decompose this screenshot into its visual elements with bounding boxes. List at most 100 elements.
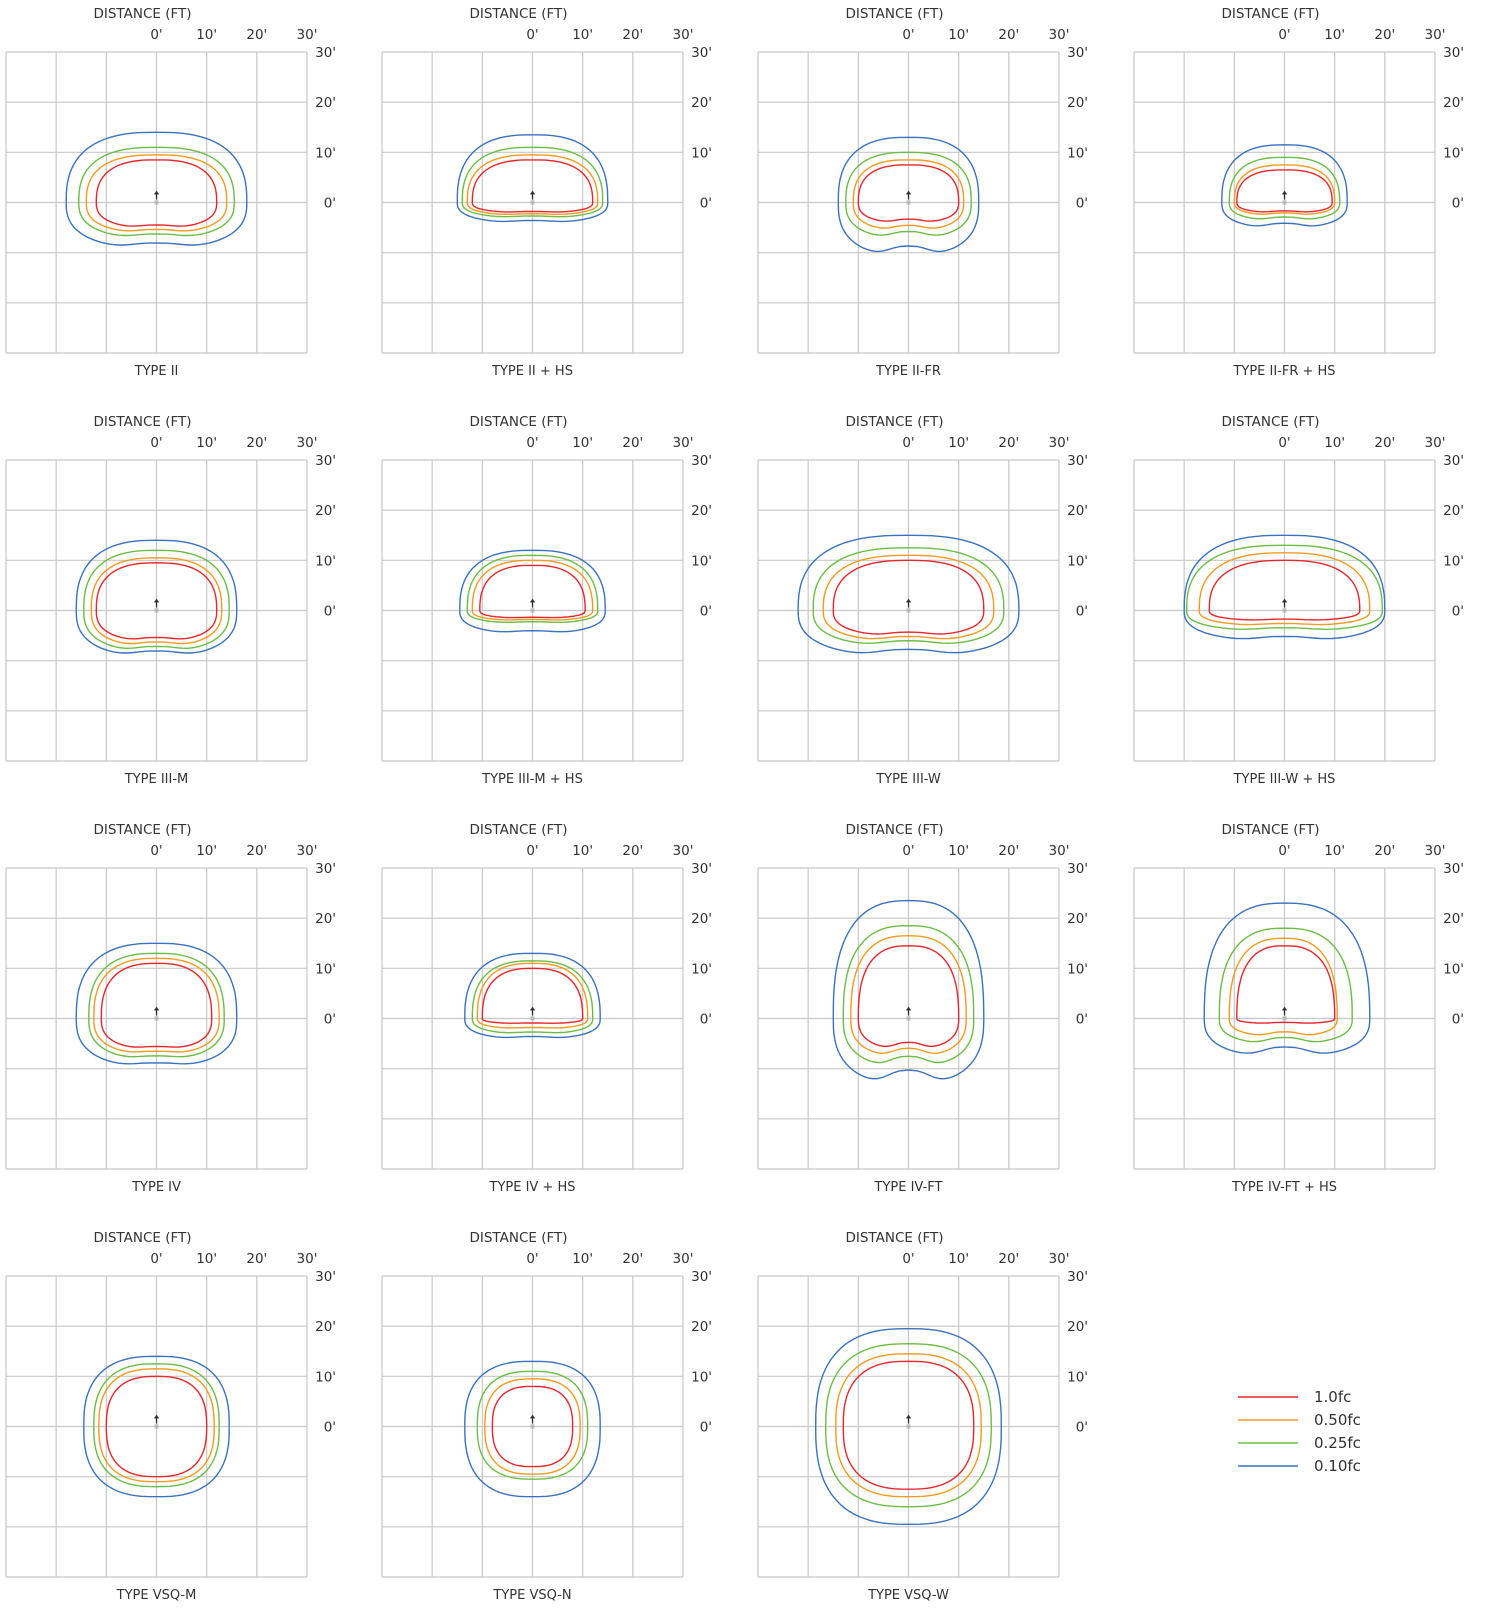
arrow-head-icon — [1281, 190, 1288, 195]
y-tick-label: 0' — [324, 1012, 336, 1028]
contour-1-0fc — [100, 962, 213, 1048]
x-tick-label: 0' — [150, 843, 162, 859]
y-tick-label: 20' — [1067, 503, 1088, 519]
y-tick-label: 30' — [1443, 861, 1464, 877]
contour-0-50fc — [90, 557, 223, 645]
x-tick-label: 0' — [150, 435, 162, 451]
luminaire-marker — [906, 1424, 911, 1429]
x-tick-label: 0' — [902, 1251, 914, 1267]
y-tick-label: 30' — [691, 1269, 712, 1285]
arrow-head-icon — [153, 598, 160, 603]
arrow-head-icon — [529, 598, 536, 603]
panel-title: TYPE III-W + HS — [1233, 772, 1336, 787]
contour-0-50fc — [1233, 164, 1336, 215]
chart-panel: DISTANCE (FT) 0' 10' 20' 30' 30' 20' 10' 0' TYPE … — [757, 1230, 1088, 1603]
y-tick-label: 0' — [324, 1420, 336, 1436]
contour-0-50fc — [471, 559, 594, 621]
x-tick-label: 0' — [902, 27, 914, 43]
axis-title: DISTANCE (FT) — [845, 822, 943, 838]
luminaire-marker — [154, 200, 159, 205]
axis-title: DISTANCE (FT) — [93, 1230, 191, 1246]
y-tick-label: 0' — [324, 196, 336, 212]
y-tick-label: 10' — [1443, 145, 1464, 161]
contour-1-0fc — [95, 159, 218, 227]
panel-title: TYPE III-W — [875, 772, 941, 787]
contour-0-50fc — [1198, 552, 1371, 626]
x-tick-label: 10' — [196, 435, 217, 451]
axis-title: DISTANCE (FT) — [93, 6, 191, 22]
y-tick-label: 0' — [700, 1012, 712, 1028]
contour-0-25fc — [845, 151, 972, 236]
x-tick-label: 10' — [948, 27, 969, 43]
axis-title: DISTANCE (FT) — [845, 414, 943, 430]
contour-0-10fc — [815, 1328, 1002, 1525]
y-tick-label: 10' — [1443, 961, 1464, 977]
x-tick-label: 20' — [1374, 27, 1395, 43]
y-tick-label: 30' — [1067, 1269, 1088, 1285]
x-tick-label: 30' — [297, 1251, 318, 1267]
contour-0-10fc — [456, 134, 609, 223]
contour-1-0fc — [95, 562, 218, 640]
contour-1-0fc — [481, 967, 584, 1024]
arrow-head-icon — [1281, 1006, 1288, 1011]
x-tick-label: 30' — [1049, 1251, 1070, 1267]
contour-0-25fc — [812, 547, 1005, 644]
y-tick-label: 0' — [324, 604, 336, 620]
y-tick-label: 0' — [700, 604, 712, 620]
chart-panel: DISTANCE (FT) 0' 10' 20' 30' 30' 20' 10' 0' TYPE … — [381, 6, 712, 379]
x-tick-label: 10' — [572, 843, 593, 859]
panel-title: TYPE II-FR + HS — [1232, 364, 1335, 379]
contour-0-10fc — [1221, 144, 1348, 227]
arrow-head-icon — [153, 1414, 160, 1419]
y-tick-label: 20' — [691, 95, 712, 111]
arrow-head-icon — [905, 598, 912, 603]
y-tick-label: 20' — [1067, 95, 1088, 111]
panel-title: TYPE IV-FT — [874, 1180, 943, 1195]
x-tick-label: 0' — [526, 27, 538, 43]
x-tick-label: 30' — [1425, 843, 1446, 859]
contour-1-0fc — [842, 1360, 975, 1490]
y-tick-label: 20' — [691, 911, 712, 927]
y-tick-label: 10' — [315, 1369, 336, 1385]
y-tick-label: 0' — [700, 1420, 712, 1436]
contour-0-10fc — [1183, 534, 1386, 640]
y-tick-label: 20' — [691, 503, 712, 519]
contour-0-50fc — [835, 1353, 982, 1498]
x-tick-label: 30' — [1049, 843, 1070, 859]
panel-title: TYPE IV — [131, 1180, 181, 1195]
chart-panel: DISTANCE (FT) 0' 10' 20' 30' 30' 20' 10' 0' TYPE … — [381, 822, 712, 1195]
y-tick-label: 0' — [1452, 196, 1464, 212]
contour-0-50fc — [822, 554, 995, 640]
legend-label: 1.0fc — [1314, 1388, 1351, 1406]
x-tick-label: 0' — [526, 1251, 538, 1267]
x-tick-label: 20' — [622, 27, 643, 43]
y-tick-label: 10' — [1443, 553, 1464, 569]
luminaire-marker — [1282, 1016, 1287, 1021]
contour-0-25fc — [1228, 156, 1341, 220]
x-tick-label: 20' — [246, 27, 267, 43]
contour-0-50fc — [1228, 937, 1338, 1036]
x-tick-label: 30' — [1049, 435, 1070, 451]
contour-0-10fc — [464, 952, 601, 1039]
contour-0-50fc — [85, 154, 228, 232]
luminaire-marker — [530, 200, 535, 205]
x-tick-label: 0' — [150, 27, 162, 43]
legend-label: 0.10fc — [1314, 1457, 1361, 1475]
contour-0-25fc — [476, 1370, 589, 1480]
luminaire-marker — [906, 200, 911, 205]
x-tick-label: 30' — [1425, 27, 1446, 43]
y-tick-label: 0' — [1076, 1012, 1088, 1028]
y-tick-label: 20' — [315, 503, 336, 519]
y-tick-label: 10' — [1067, 961, 1088, 977]
contour-0-10fc — [464, 1360, 601, 1498]
panel-title: TYPE III-M — [124, 772, 188, 787]
x-tick-label: 20' — [622, 435, 643, 451]
arrow-head-icon — [529, 1006, 536, 1011]
x-tick-label: 30' — [673, 435, 694, 451]
x-tick-label: 30' — [673, 843, 694, 859]
panel-title: TYPE II-FR — [875, 364, 941, 379]
x-tick-label: 30' — [297, 435, 318, 451]
chart-panel: DISTANCE (FT) 0' 10' 20' 30' 30' 20' 10' 0' TYPE … — [5, 414, 336, 787]
x-tick-label: 10' — [948, 435, 969, 451]
